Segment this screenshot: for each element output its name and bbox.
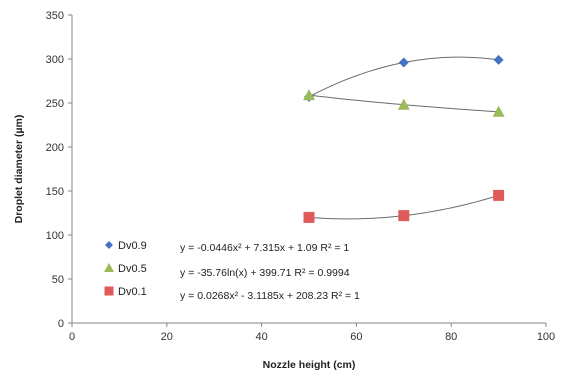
point-dv01 — [493, 189, 505, 201]
x-tick-label: 60 — [350, 331, 362, 343]
y-tick-label: 350 — [46, 10, 64, 22]
point-dv05 — [303, 89, 315, 101]
y-tick-label: 200 — [46, 142, 64, 154]
y-tick-label: 0 — [58, 318, 64, 330]
point-dv09 — [398, 57, 409, 68]
legend-marker-dv01 — [104, 286, 114, 296]
trendline-equation: y = 0.0268x² - 3.1185x + 208.23 R² = 1 — [180, 290, 360, 302]
point-dv01 — [398, 210, 410, 222]
x-axis-title: Nozzle height (cm) — [263, 359, 356, 371]
data-points — [303, 54, 505, 223]
y-tick-label: 50 — [52, 274, 64, 286]
legend: Dv0.9 y = -0.0446x² + 7.315x + 1.09 R² = … — [104, 240, 360, 302]
legend-marker-dv05 — [104, 263, 114, 272]
y-tick-label: 250 — [46, 98, 64, 110]
x-tick-label: 0 — [69, 331, 75, 343]
x-tick-label: 20 — [161, 331, 173, 343]
y-tick-label: 100 — [46, 230, 64, 242]
point-dv01 — [303, 211, 315, 223]
trendline-equation: y = -0.0446x² + 7.315x + 1.09 R² = 1 — [180, 242, 349, 254]
legend-label: Dv0.5 — [118, 263, 147, 275]
legend-marker-dv09 — [105, 241, 113, 249]
legend-label: Dv0.1 — [118, 286, 147, 298]
x-tick-label: 100 — [537, 331, 555, 343]
y-tick-label: 150 — [46, 186, 64, 198]
axes: 0 50 100 150 200 250 300 350 0 20 40 60 80 100 — [46, 10, 556, 343]
legend-label: Dv0.9 — [118, 240, 147, 252]
x-tick-label: 40 — [255, 331, 267, 343]
point-dv09 — [493, 54, 504, 65]
x-tick-label: 80 — [445, 331, 457, 343]
trendlines — [308, 56, 499, 220]
y-axis-title: Droplet diameter (µm) — [13, 115, 25, 224]
point-dv05 — [397, 98, 410, 110]
point-dv05 — [492, 105, 505, 117]
y-tick-label: 300 — [46, 54, 64, 66]
trendline-equation: y = -35.76ln(x) + 399.71 R² = 0.9994 — [180, 267, 350, 279]
